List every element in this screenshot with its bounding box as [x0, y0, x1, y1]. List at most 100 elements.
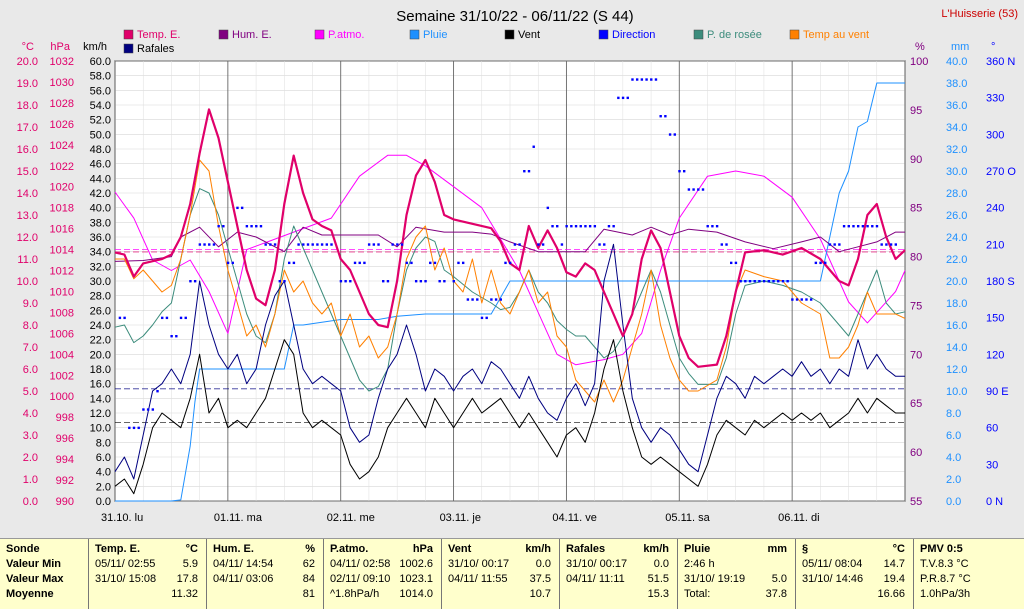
direction-point: [302, 243, 305, 246]
direction-point: [490, 298, 493, 301]
direction-point: [344, 280, 347, 283]
celsius-axis-tick: 4.0: [23, 408, 38, 420]
direction-point: [730, 261, 733, 265]
direction-point: [278, 280, 281, 283]
direction-point: [151, 408, 155, 411]
stats-max-time: 04/11/ 11:11: [566, 573, 625, 585]
series-vent: [114, 339, 905, 495]
stats-row-label: Sonde: [6, 543, 40, 555]
series-temp-e: [114, 108, 906, 368]
stats-max: 31/10/ 15:08 17.8: [95, 572, 202, 587]
direction-point: [603, 243, 606, 246]
stats-max-value: 5.0: [771, 573, 787, 585]
stats-max: 31/10/ 14:46 19.4: [802, 572, 909, 587]
direction-point: [828, 243, 832, 246]
kmh-axis-tick: 36.0: [90, 232, 111, 244]
legend-label: P.atmo.: [328, 29, 365, 41]
stats-min-time: 04/11/ 14:54: [213, 558, 274, 570]
series-rafales: [114, 243, 905, 480]
legend-swatch: [504, 29, 515, 40]
stats-column: § °C 05/11/ 08:04 14.7 31/10/ 14:46 19.4 16.66: [795, 539, 913, 609]
legend-label: Temp au vent: [803, 29, 869, 41]
stats-min-time: T.V.8.3 °C: [920, 558, 969, 570]
celsius-axis-tick: 12.0: [17, 232, 38, 244]
series-lines: [114, 82, 906, 502]
stats-row-label: Valeur Max: [6, 573, 64, 585]
direction-point: [226, 261, 230, 265]
celsius-axis-tick: 20.0: [17, 56, 38, 68]
direction-point: [551, 225, 554, 228]
direction-point: [250, 225, 253, 228]
rain-axis-tick: 14.0: [946, 342, 967, 354]
rain-axis-tick: 26.0: [946, 210, 967, 222]
stats-row-label: Moyenne: [6, 588, 54, 600]
kmh-axis-tick: 6.0: [96, 452, 111, 464]
legend-label: Temp. E.: [137, 29, 180, 41]
celsius-axis-tick: 18.0: [17, 100, 38, 112]
direction-point: [438, 280, 441, 283]
direction-point: [833, 243, 836, 246]
humidity-axis-tick: 100: [910, 56, 928, 68]
stats-min: 31/10/ 00:17 0.0: [566, 557, 673, 572]
direction-point: [701, 188, 705, 191]
direction-point: [189, 280, 192, 283]
x-axis-labels: 31.10. lu 01.11. ma 02.11. me 03.11. je 04.1…: [101, 512, 820, 524]
stats-min-time: 05/11/ 02:55: [95, 558, 156, 570]
direction-point: [715, 225, 719, 228]
stats-column: Hum. E.% 04/11/ 14:54 62 04/11/ 03:06 84 81: [206, 539, 323, 609]
stats-header: Rafales km/h: [566, 542, 673, 557]
direction-point: [476, 298, 479, 301]
direction-point: [461, 261, 465, 265]
rain-axis-tick: 8.0: [946, 408, 961, 420]
x-label-day: 05.11. sa: [665, 512, 710, 524]
celsius-axis-tick: 15.0: [17, 166, 38, 178]
direction-point: [466, 298, 470, 301]
kmh-axis-tick: 38.0: [90, 217, 111, 229]
stats-min-value: 0.0: [653, 558, 669, 570]
hpa-axis-tick: 1002: [50, 370, 74, 382]
direction-point: [593, 225, 597, 228]
stats-title: P.atmo.: [330, 543, 369, 555]
direction-point: [400, 243, 404, 246]
direction-point: [518, 243, 521, 246]
stats-avg-value: 37.8: [765, 588, 787, 600]
stats-max-time: 31/10/ 14:46: [802, 573, 864, 585]
direction-point: [132, 426, 136, 430]
celsius-axis-tick: 13.0: [17, 210, 38, 222]
direction-point: [137, 426, 140, 430]
direction-point: [203, 243, 206, 246]
direction-point: [758, 280, 761, 283]
stats-unit: km/h: [525, 543, 551, 555]
stats-min-value: 0.0: [535, 558, 551, 570]
series-hum-e: [114, 226, 905, 262]
direction-point: [255, 225, 258, 228]
direction-point: [607, 225, 611, 228]
kmh-axis-tick: 18.0: [90, 364, 111, 376]
direction-point: [894, 243, 897, 246]
stats-min-time: 05/11/ 08:04: [802, 558, 863, 570]
kmh-axis-tick: 46.0: [90, 159, 111, 171]
humidity-axis-tick: 95: [910, 105, 922, 117]
direction-axis-tick: 150: [986, 313, 1004, 325]
stats-row-label: Valeur Min: [6, 558, 62, 570]
stats-max: 04/11/ 11:55 37.5: [448, 572, 555, 587]
direction-point: [287, 261, 291, 265]
stats-min-value: 5.9: [182, 558, 198, 570]
direction-point: [504, 261, 507, 265]
direction-dots: [118, 78, 897, 430]
hpa-axis-tick: 994: [56, 454, 74, 466]
direction-point: [245, 225, 249, 228]
direction-axis-unit: °: [991, 41, 995, 53]
direction-point: [306, 243, 310, 246]
hpa-axis-tick: 1004: [50, 349, 74, 361]
direction-point: [635, 78, 639, 81]
direction-point: [725, 243, 728, 246]
direction-point: [772, 280, 775, 283]
hpa-axis-tick: 1000: [50, 391, 74, 403]
axis-labels: °C 0.0 1.0 2.0 3.0 4.0 5.0 6.0 7.0 8.0 9.0 10.0 11.0…: [17, 41, 1017, 508]
direction-point: [560, 243, 564, 246]
stats-header: Vent km/h: [448, 542, 555, 557]
celsius-axis-tick: 10.0: [17, 276, 38, 288]
stats-avg-time: Total:: [684, 588, 711, 600]
direction-point: [269, 243, 272, 246]
